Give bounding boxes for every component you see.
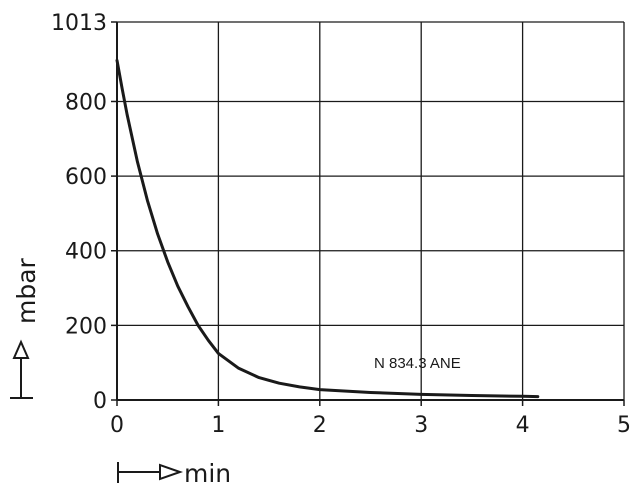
x-axis-arrow-icon	[117, 462, 184, 483]
tick-labels: 0 200 400 600 800 1013 0 1 2 3 4 5	[51, 11, 631, 438]
y-tick-label: 800	[65, 90, 107, 115]
annotation-label: N 834.3 ANE	[374, 355, 461, 372]
grid	[111, 21, 625, 406]
x-tick-label: 3	[414, 413, 428, 438]
series	[115, 58, 540, 399]
x-axis-label: min	[184, 459, 231, 488]
y-tick-label: 0	[93, 389, 107, 414]
x-tick-label: 5	[617, 413, 631, 438]
y-axis-title: mbar	[10, 257, 41, 399]
y-tick-label: 600	[65, 165, 107, 190]
x-tick-label: 1	[211, 413, 225, 438]
y-tick-label: 400	[65, 240, 107, 265]
y-axis-arrow-icon	[10, 339, 33, 399]
x-tick-label: 4	[516, 413, 530, 438]
x-axis-title: min	[117, 459, 231, 488]
x-tick-label: 0	[110, 413, 124, 438]
y-tick-label: 200	[65, 314, 107, 339]
series-line	[115, 58, 540, 399]
x-tick-label: 2	[313, 413, 327, 438]
y-tick-label: 1013	[51, 11, 107, 36]
y-axis-label: mbar	[12, 257, 41, 324]
